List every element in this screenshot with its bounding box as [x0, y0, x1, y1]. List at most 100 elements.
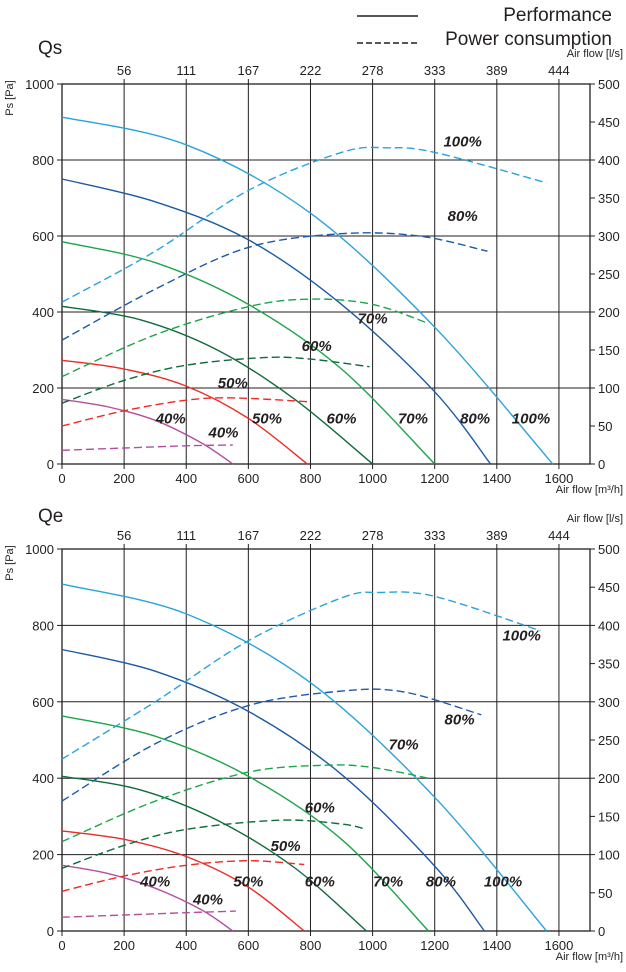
series-power-70pct [61, 764, 429, 843]
series-power-40pct [61, 910, 236, 918]
y2-tick-label: 0 [598, 924, 605, 939]
y2-tick-label: 50 [598, 419, 612, 434]
series-group [61, 583, 548, 932]
y-axis-title: Ps [Pa] [4, 545, 16, 580]
legend: Performance Power consumption [357, 5, 612, 50]
x-tick-label: 400 [175, 938, 197, 953]
x-tick-label: 1600 [544, 471, 573, 486]
series-performance-50pct [61, 359, 308, 465]
y-tick-label: 0 [47, 457, 54, 472]
x2-axis-title: Air flow [l/s] [567, 48, 623, 60]
y2-tick-label: 150 [598, 809, 620, 824]
x-tick-label: 1600 [544, 938, 573, 953]
plot-frame [61, 83, 591, 465]
series-group [61, 116, 554, 465]
x2-tick-label: 389 [486, 63, 508, 78]
x-axis-title: Air flow [m³/h] [556, 951, 623, 963]
curve-label: 70% [373, 873, 403, 890]
x-tick-label: 200 [113, 471, 135, 486]
chart-panel-qe: Qe 0 200 400 600 800 1000 0 50 100 150 200 250 300 350… [4, 506, 623, 963]
y-tick-label: 800 [32, 153, 54, 168]
curve-label: 50% [233, 873, 263, 890]
series-power-80pct [61, 232, 488, 341]
x-tick-label: 1000 [358, 471, 387, 486]
x-tick-label: 0 [58, 938, 65, 953]
x2-axis-title: Air flow [l/s] [567, 513, 623, 525]
series-performance-40pct [61, 864, 234, 932]
x-tick-label: 800 [300, 471, 322, 486]
y2-tick-label: 300 [598, 695, 620, 710]
x2-tick-label: 167 [238, 63, 260, 78]
x2-tick-label: 167 [238, 528, 260, 543]
curve-label: 100% [502, 628, 540, 645]
y2-tick-label: 50 [598, 886, 612, 901]
x2-tick-label: 111 [176, 528, 196, 543]
y-tick-label: 600 [32, 695, 54, 710]
y2-tick-label: 350 [598, 191, 620, 206]
x-tick-label: 400 [175, 471, 197, 486]
curve-label: 100% [443, 134, 481, 151]
x-tick-label: 600 [238, 471, 260, 486]
curve-label: 80% [445, 712, 475, 729]
curve-label: 60% [327, 410, 357, 427]
y-tick-label: 200 [32, 848, 54, 863]
y-tick-label: 0 [47, 924, 54, 939]
curve-label: 50% [252, 410, 282, 427]
y2-tick-label: 100 [598, 848, 620, 863]
y2-tick-label: 150 [598, 343, 620, 358]
series-power-100pct [61, 591, 541, 760]
plot-frame [61, 548, 591, 932]
y-axis-title: Ps [Pa] [4, 80, 16, 115]
y2-tick-label: 300 [598, 229, 620, 244]
x2-tick-label: 333 [424, 63, 446, 78]
y2-tick-label: 200 [598, 771, 620, 786]
x-axis-title: Air flow [m³/h] [556, 484, 623, 496]
x2-tick-label: 389 [486, 528, 508, 543]
x-tick-label: 600 [238, 938, 260, 953]
curve-label: 60% [302, 338, 332, 355]
series-power-60pct [61, 819, 367, 870]
curve-label: 60% [305, 873, 335, 890]
y2-tick-label: 350 [598, 657, 620, 672]
series-power-70pct [61, 298, 429, 378]
x-tick-label: 1000 [358, 938, 387, 953]
curve-label: 70% [398, 410, 428, 427]
x2-tick-label: 56 [117, 63, 131, 78]
chart-title: Qe [38, 506, 63, 527]
y-tick-label: 400 [32, 771, 54, 786]
x2-tick-label: 222 [300, 528, 322, 543]
x2-tick-label: 278 [362, 528, 384, 543]
y2-tick-label: 500 [598, 77, 620, 92]
y2-tick-label: 400 [598, 618, 620, 633]
series-performance-100pct [61, 583, 548, 932]
x2-tick-label: 56 [117, 528, 131, 543]
series-power-50pct [61, 859, 305, 892]
curve-label: 80% [426, 873, 456, 890]
curve-label: 50% [218, 375, 248, 392]
curve-label: 60% [305, 800, 335, 817]
chart-panels: Qs 0 200 400 600 800 1000 0 50 100 150 200 250 300 350… [4, 38, 623, 963]
x2-tick-label: 111 [176, 63, 196, 78]
y2-tick-label: 250 [598, 733, 620, 748]
y2-tick-label: 450 [598, 580, 620, 595]
x-tick-label: 1200 [420, 938, 449, 953]
series-performance-80pct [61, 648, 485, 932]
curve-label: 70% [389, 737, 419, 754]
x-tick-label: 1200 [420, 471, 449, 486]
x2-tick-label: 278 [362, 63, 384, 78]
y-tick-label: 600 [32, 229, 54, 244]
y2-tick-label: 250 [598, 267, 620, 282]
legend-power-label: Power consumption [445, 29, 612, 50]
series-performance-70pct [61, 241, 436, 465]
y-tick-label: 800 [32, 618, 54, 633]
x-tick-label: 1400 [482, 471, 511, 486]
series-power-100pct [61, 146, 547, 303]
series-performance-50pct [61, 830, 305, 932]
series-performance-70pct [61, 715, 430, 932]
y2-tick-label: 200 [598, 305, 620, 320]
curve-label: 50% [271, 838, 301, 855]
x2-tick-label: 333 [424, 528, 446, 543]
y2-tick-label: 500 [598, 542, 620, 557]
legend-performance-label: Performance [503, 5, 612, 26]
chart-title: Qs [38, 38, 62, 59]
